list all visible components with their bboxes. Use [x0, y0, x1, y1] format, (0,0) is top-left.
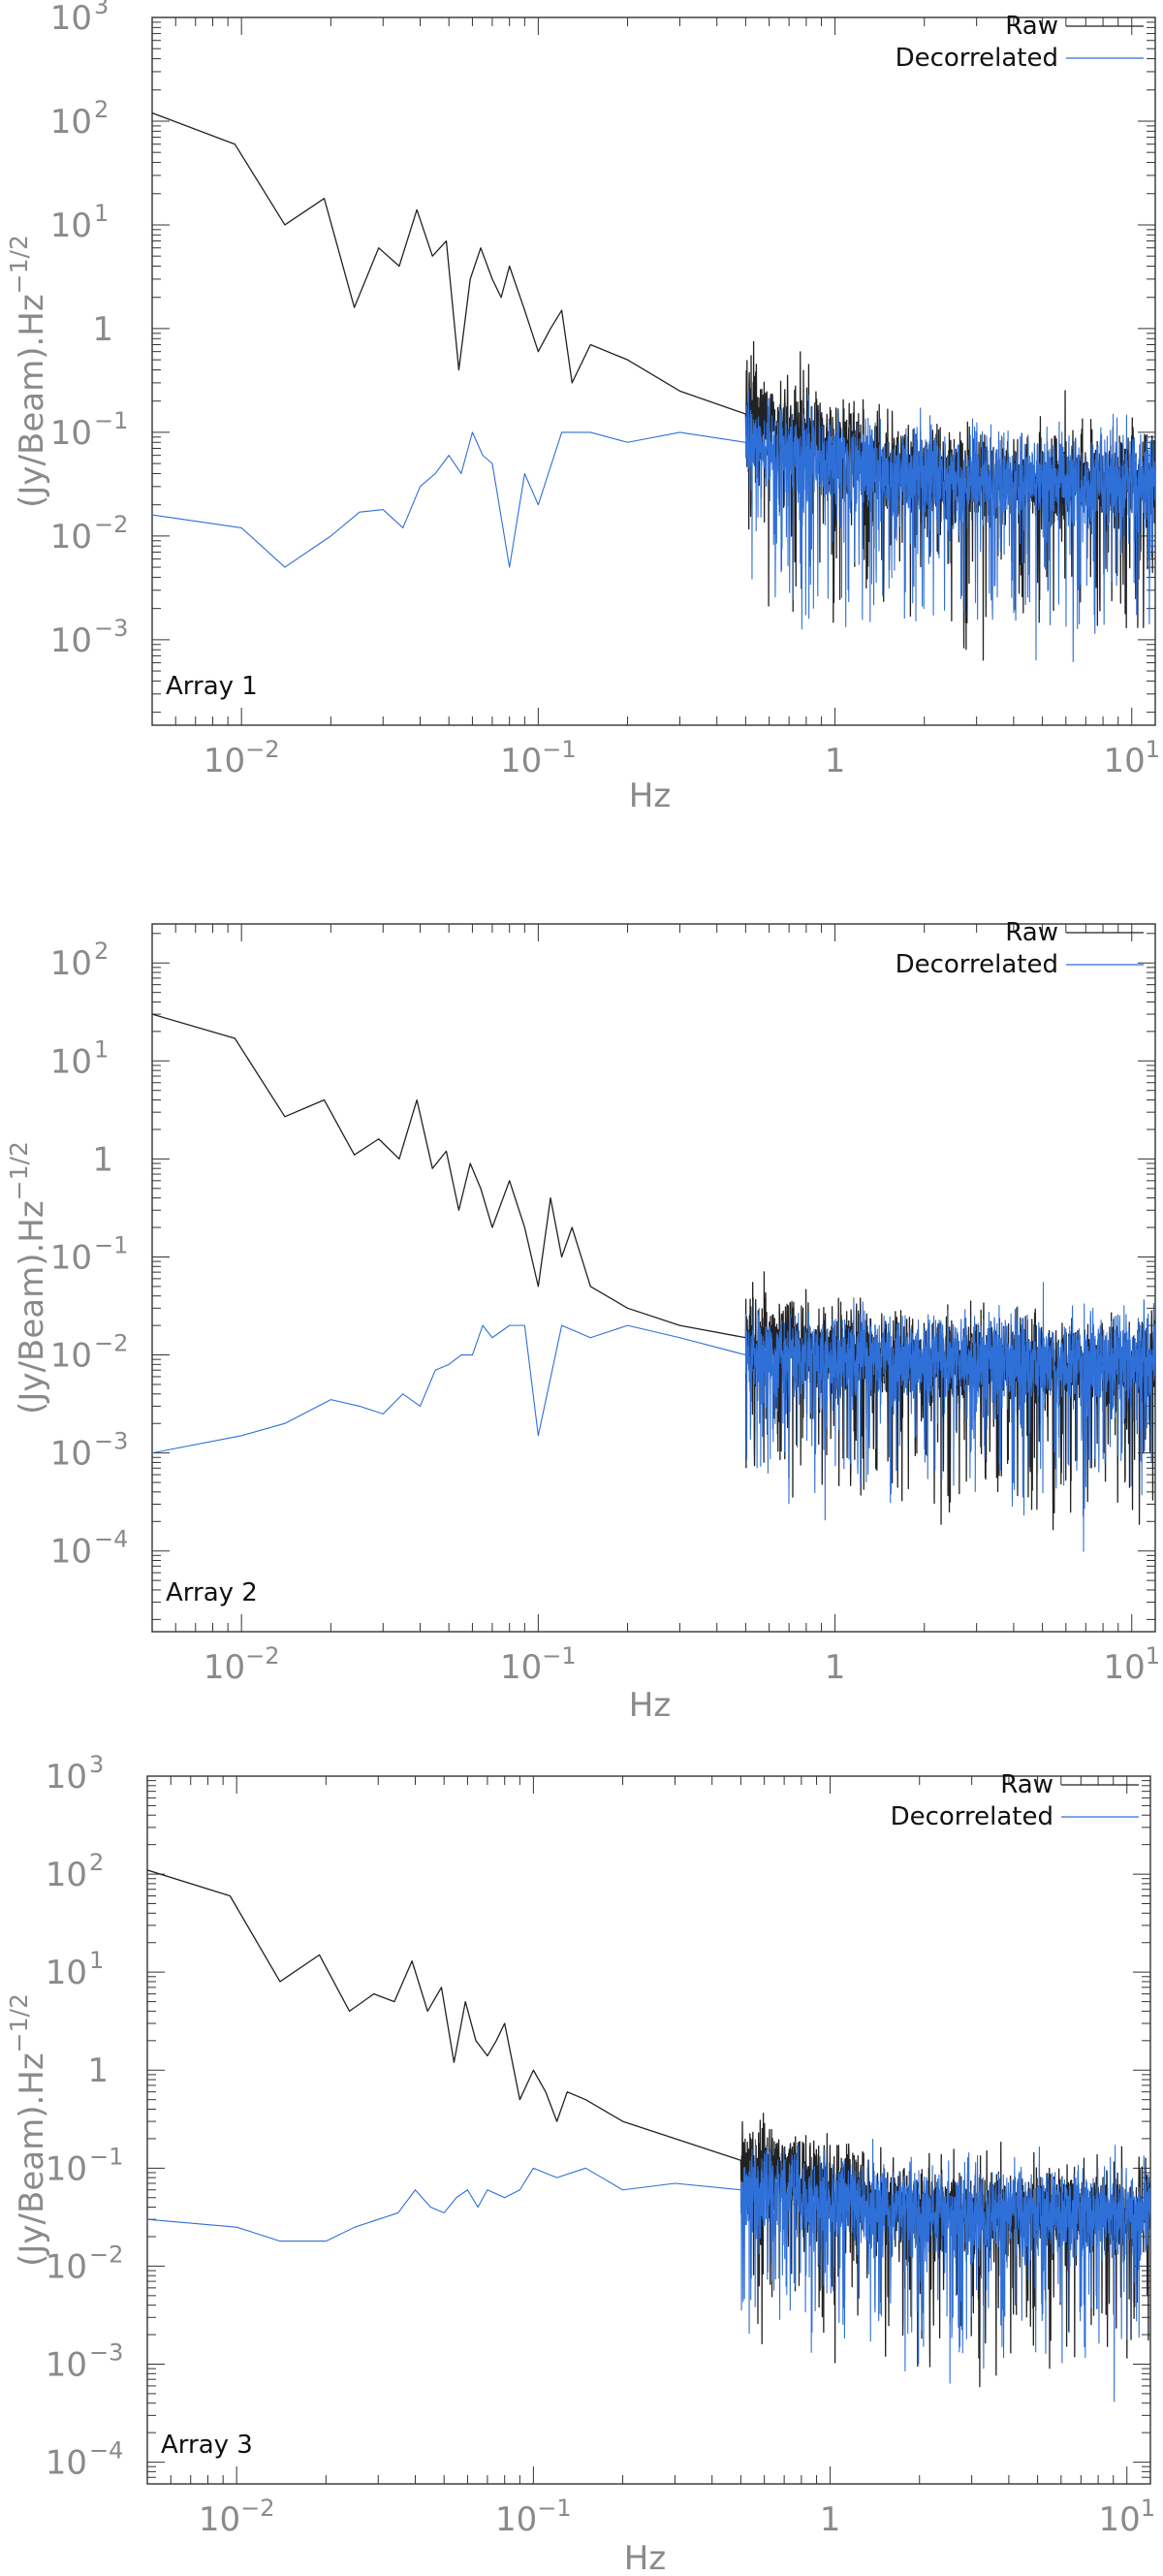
array-annotation: Array 3: [161, 2431, 253, 2460]
array-annotation: Array 1: [166, 672, 258, 701]
x-axis-label: Hz: [629, 777, 671, 815]
legend-label: Raw: [1005, 918, 1058, 947]
plot-frame: [151, 923, 1156, 1633]
y-tick-label: 10−1: [50, 1231, 129, 1277]
x-tick-label: 10−2: [204, 736, 280, 780]
legend-label: Decorrelated: [896, 44, 1058, 73]
y-tick-label: 10−2: [46, 2241, 124, 2286]
y-tick-label: 101: [50, 1035, 110, 1081]
y-tick-label: 102: [50, 938, 110, 983]
series-line-raw: [147, 1869, 1150, 2388]
y-tick-label: 1: [92, 1140, 113, 1179]
series-line-decorrelated: [147, 2139, 1150, 2402]
y-tick-label: 10−1: [46, 2143, 124, 2188]
panel-2: 10−2 10−1 1 101 102 101 1 10−1 10−2 10−3 10−4 Hz (Jy…: [5, 918, 1160, 1725]
y-tick-label: 10−3: [50, 1428, 129, 1474]
x-axis-label: Hz: [624, 2539, 666, 2576]
y-tick-label: 10−1: [50, 407, 129, 453]
x-tick-label: 101: [1098, 2495, 1155, 2539]
x-tick-label: 101: [1103, 736, 1160, 780]
y-axis-label: (Jy/Beam).Hz−1/2: [5, 235, 51, 508]
legend-label: Raw: [1000, 1770, 1053, 1799]
legend-label: Raw: [1005, 12, 1058, 41]
legend-label: Decorrelated: [891, 1802, 1053, 1831]
y-tick-label: 10−2: [50, 1330, 129, 1376]
x-tick-label: 101: [1103, 1642, 1160, 1687]
x-tick-label: 10−2: [199, 2495, 275, 2539]
y-tick-label: 101: [46, 1947, 105, 1992]
plot-frame: [146, 1775, 1151, 2485]
series-line-decorrelated: [152, 1282, 1155, 1552]
array-annotation: Array 2: [166, 1578, 258, 1607]
y-tick-label: 1: [87, 2051, 109, 2090]
y-tick-label: 103: [46, 1751, 105, 1797]
y-tick-label: 10−2: [50, 511, 129, 557]
series-line-raw: [152, 111, 1155, 661]
x-tick-label: 1: [825, 742, 846, 780]
x-axis-label: Hz: [629, 1686, 671, 1725]
plot-area: [152, 111, 1155, 663]
x-tick-label: 1: [825, 1648, 846, 1687]
plot-area: [147, 1869, 1150, 2402]
y-axis-label: (Jy/Beam).Hz−1/2: [5, 1993, 51, 2267]
series-line-decorrelated: [152, 391, 1155, 663]
y-tick-label: 1: [92, 310, 113, 349]
x-tick-label: 10−2: [204, 1642, 280, 1687]
panel-3: 10−2 10−1 1 101 103 102 101 1 10−1 10−2 10−3 10−4 Hz…: [5, 1751, 1155, 2576]
y-tick-label: 102: [46, 1849, 105, 1894]
x-tick-label: 10−1: [500, 1642, 577, 1687]
plot-frame: [151, 16, 1156, 726]
y-tick-label: 103: [50, 0, 110, 38]
x-tick-label: 10−1: [495, 2495, 572, 2539]
y-tick-label: 10−4: [50, 1526, 129, 1572]
legend-label: Decorrelated: [896, 950, 1058, 979]
y-tick-label: 101: [50, 200, 110, 245]
y-tick-label: 102: [50, 96, 110, 142]
series-line-raw: [152, 1013, 1155, 1531]
x-tick-label: 10−1: [500, 736, 577, 780]
y-tick-label: 10−3: [50, 615, 129, 660]
x-tick-label: 1: [820, 2500, 841, 2539]
panel-1: 10−2 10−1 1 101 103 102 101 1 10−1 10−2 10−3 Hz (Jy/…: [5, 0, 1160, 815]
y-tick-label: 10−3: [46, 2338, 124, 2384]
plot-area: [152, 1013, 1155, 1552]
y-axis-label: (Jy/Beam).Hz−1/2: [5, 1141, 51, 1415]
y-tick-label: 10−4: [46, 2437, 124, 2483]
